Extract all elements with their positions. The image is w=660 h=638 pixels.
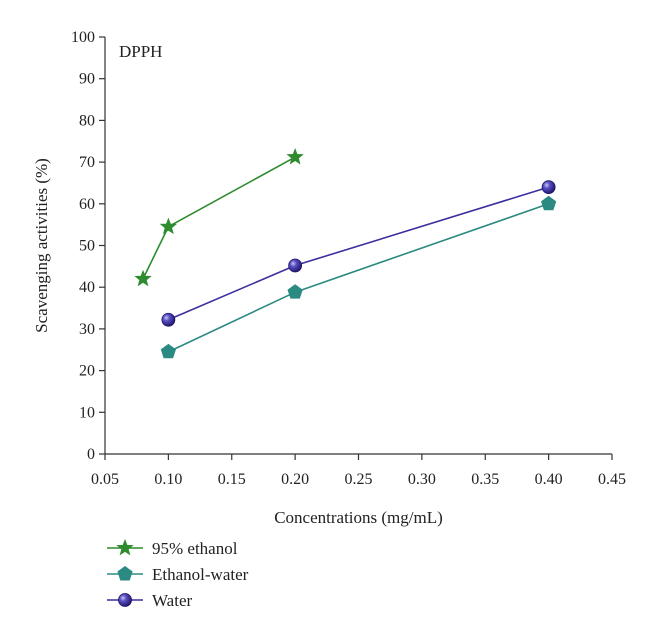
x-tick-label: 0.15	[218, 471, 246, 488]
series-layer	[134, 147, 557, 359]
series-line-3	[168, 186, 549, 321]
y-axis-title: Scavenging activities (%)	[32, 158, 51, 333]
x-tick-label: 0.05	[91, 471, 119, 488]
legend: 95% ethanol Ethanol-water Water	[107, 538, 249, 610]
data-point-circle	[288, 258, 303, 273]
y-tick-label: 30	[79, 321, 95, 338]
data-point-star	[134, 269, 152, 287]
data-point-circle	[541, 180, 556, 195]
axes: 0 10 20 30 40 50 60 70 80 90 100 0.05 0.10 0.15 0.20 0.…	[71, 29, 626, 488]
y-tick-label: 100	[71, 29, 95, 46]
y-tick-label: 0	[87, 446, 95, 463]
legend-label: 95% ethanol	[152, 539, 238, 558]
y-tick-label: 60	[79, 196, 95, 213]
x-tick-label: 0.10	[154, 471, 182, 488]
x-tick-label: 0.35	[471, 471, 499, 488]
data-point-star	[159, 217, 178, 235]
x-tick-label: 0.30	[408, 471, 436, 488]
y-tick-label: 50	[79, 238, 95, 255]
data-point-star	[286, 147, 304, 165]
data-point-pentagon	[541, 195, 557, 211]
legend-marker-star	[116, 538, 134, 556]
data-point-pentagon	[287, 284, 303, 299]
series-line-1	[142, 156, 296, 280]
legend-label: Water	[152, 591, 192, 610]
chart-annotation: DPPH	[119, 42, 162, 61]
series-line-2	[168, 203, 549, 353]
y-tick-label: 40	[79, 279, 95, 296]
x-tick-label: 0.20	[281, 471, 309, 488]
data-point-circle	[161, 312, 176, 327]
legend-label: Ethanol-water	[152, 565, 249, 584]
legend-marker-circle	[118, 593, 132, 607]
y-tick-label: 10	[79, 404, 95, 421]
y-tick-label: 70	[79, 154, 95, 171]
x-axis-title: Concentrations (mg/mL)	[274, 508, 443, 527]
y-tick-label: 90	[79, 71, 95, 88]
x-tick-label: 0.40	[535, 471, 563, 488]
legend-marker-pentagon	[117, 566, 133, 581]
y-tick-label: 20	[79, 363, 95, 380]
x-tick-label: 0.45	[598, 471, 626, 488]
data-point-pentagon	[160, 343, 176, 359]
y-tick-label: 80	[79, 112, 95, 129]
x-tick-label: 0.25	[345, 471, 373, 488]
